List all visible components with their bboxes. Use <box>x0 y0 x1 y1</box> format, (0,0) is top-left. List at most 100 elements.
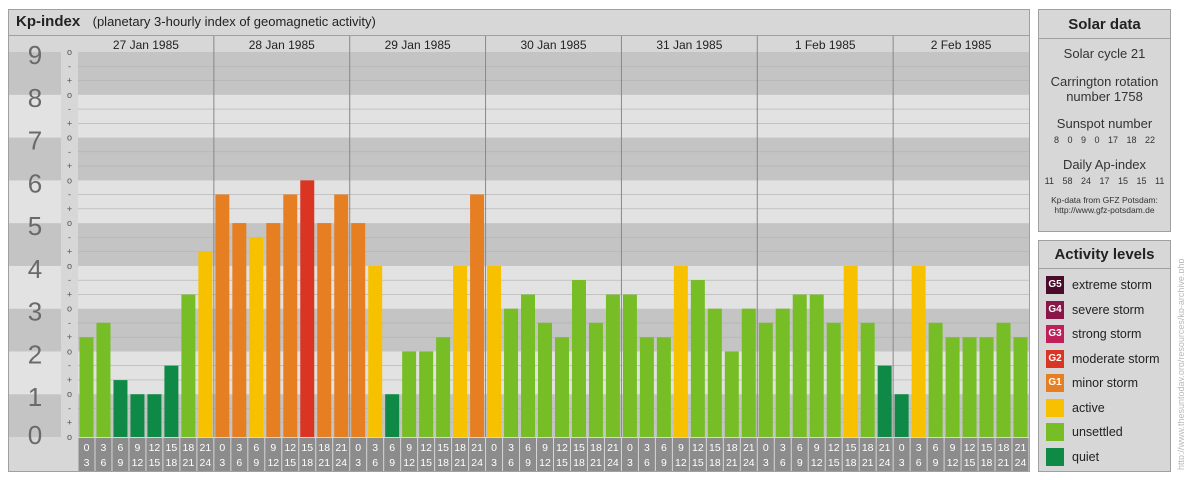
minor-mark: + <box>67 161 72 171</box>
kp-bar <box>283 194 298 437</box>
kp-bar <box>317 223 332 437</box>
interval-cell <box>129 438 146 471</box>
legend-label: unsettled <box>1072 425 1123 439</box>
kp-bar <box>1013 337 1028 437</box>
interval-end-label: 18 <box>709 457 721 469</box>
day-label: 27 Jan 1985 <box>113 38 179 52</box>
day-label: 28 Jan 1985 <box>249 38 315 52</box>
interval-end-label: 18 <box>845 457 857 469</box>
chart-subtitle: (planetary 3-hourly index of geomagnetic… <box>92 14 376 29</box>
interval-end-label: 3 <box>84 457 90 469</box>
interval-end-label: 24 <box>200 457 212 469</box>
kp-bar <box>809 294 824 437</box>
y-axis-band <box>9 52 61 95</box>
sunspot-values: 8 0 9 0 17 18 22 <box>1053 135 1156 145</box>
interval-cell <box>961 438 978 471</box>
interval-start-label: 12 <box>692 442 704 454</box>
kp-bar <box>130 394 145 437</box>
legend-label: quiet <box>1072 449 1100 464</box>
interval-cell <box>655 438 672 471</box>
interval-end-label: 12 <box>267 457 279 469</box>
interval-end-label: 24 <box>471 457 483 469</box>
interval-end-label: 15 <box>420 457 432 469</box>
interval-end-label: 12 <box>811 457 823 469</box>
interval-end-label: 6 <box>780 457 786 469</box>
kp-bar <box>113 380 128 437</box>
interval-start-label: 3 <box>780 442 786 454</box>
interval-cell <box>978 438 995 471</box>
kp-bar <box>911 265 926 437</box>
kp-bar <box>232 223 247 437</box>
interval-start-label: 12 <box>828 442 840 454</box>
interval-start-label: 21 <box>1015 442 1027 454</box>
legend-label: moderate storm <box>1072 351 1160 366</box>
y-tick-label: 4 <box>28 254 42 284</box>
y-tick-label: 1 <box>28 382 42 412</box>
interval-cell <box>146 438 163 471</box>
interval-cell <box>486 438 503 471</box>
minor-mark: o <box>67 218 72 228</box>
interval-start-label: 12 <box>149 442 161 454</box>
interval-end-label: 9 <box>933 457 939 469</box>
interval-start-label: 9 <box>678 442 684 454</box>
date-header-row <box>78 36 1029 52</box>
kp-bar <box>945 337 960 437</box>
y-axis-band <box>9 394 61 437</box>
interval-start-label: 12 <box>420 442 432 454</box>
kp-bar <box>877 365 892 437</box>
kp-bar <box>555 337 569 437</box>
kp-bar <box>758 322 773 437</box>
kp-bar <box>79 337 94 437</box>
minor-mark: - <box>68 61 71 71</box>
interval-start-label: 18 <box>726 442 738 454</box>
interval-end-label: 3 <box>491 457 497 469</box>
kp-bar <box>351 223 366 437</box>
kp-bar <box>147 394 162 437</box>
kp-band <box>78 94 1029 138</box>
minor-mark: o <box>67 432 72 442</box>
source-line-2[interactable]: http://www.gfz-potsdam.de <box>1054 205 1155 215</box>
y-tick-label: 8 <box>28 83 42 113</box>
kp-bar <box>979 337 994 437</box>
minor-mark: o <box>67 389 72 399</box>
interval-cell <box>282 438 299 471</box>
interval-cell <box>316 438 333 471</box>
interval-start-label: 6 <box>933 442 939 454</box>
interval-end-label: 6 <box>372 457 378 469</box>
kp-bar <box>538 322 552 437</box>
kp-bar <box>266 223 281 437</box>
interval-start-label: 18 <box>998 442 1010 454</box>
kp-bar <box>402 351 417 437</box>
interval-cell <box>689 438 706 471</box>
kp-bar <box>181 294 196 437</box>
interval-end-label: 3 <box>627 457 633 469</box>
interval-cell <box>706 438 723 471</box>
interval-end-label: 21 <box>454 457 466 469</box>
minor-mark: o <box>67 90 72 100</box>
interval-end-label: 24 <box>879 457 891 469</box>
minor-mark: - <box>68 104 71 114</box>
interval-cell <box>78 438 95 471</box>
minor-mark: o <box>67 346 72 356</box>
day-label: 30 Jan 1985 <box>520 38 586 52</box>
kp-bar <box>792 294 807 437</box>
kp-bar <box>504 308 519 437</box>
interval-start-label: 0 <box>899 442 905 454</box>
interval-cell <box>163 438 180 471</box>
day-label: 1 Feb 1985 <box>795 38 856 52</box>
minor-mark: + <box>67 118 72 128</box>
kp-bar <box>198 251 213 437</box>
interval-end-label: 12 <box>132 457 144 469</box>
interval-start-label: 3 <box>372 442 378 454</box>
interval-end-label: 9 <box>118 457 124 469</box>
interval-start-label: 0 <box>491 442 497 454</box>
interval-start-label: 15 <box>573 442 585 454</box>
kp-bar <box>588 322 603 437</box>
interval-start-label: 18 <box>590 442 602 454</box>
kp-bar <box>368 265 383 437</box>
interval-cell <box>418 438 435 471</box>
interval-end-label: 21 <box>318 457 330 469</box>
kp-bar <box>860 322 875 437</box>
interval-end-label: 9 <box>797 457 803 469</box>
kp-bar <box>436 337 451 437</box>
